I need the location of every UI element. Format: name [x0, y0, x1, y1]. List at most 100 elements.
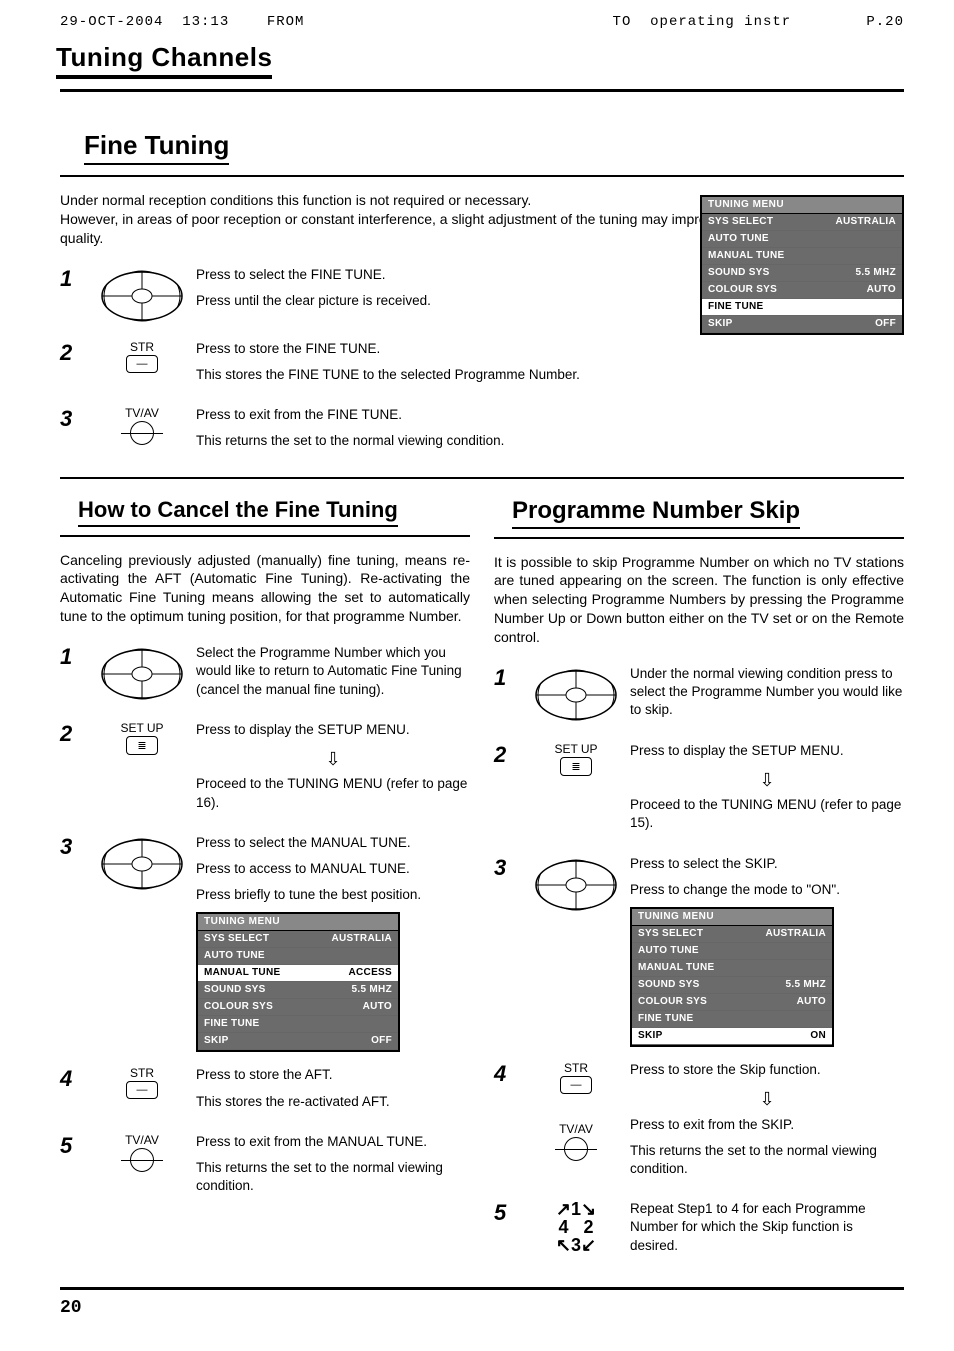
skip-intro: It is possible to skip Programme Number …	[494, 553, 904, 647]
step-body: Press to exit from the FINE TUNE.This re…	[196, 406, 680, 458]
fine-tuning-title: Fine Tuning	[84, 130, 229, 165]
menu-title: TUNING MENU	[702, 197, 902, 214]
tvav-button-icon	[564, 1137, 588, 1161]
menu-title: TUNING MENU	[198, 914, 398, 931]
step-text: Press until the clear picture is receive…	[196, 292, 680, 310]
step-number: 3	[494, 855, 522, 881]
menu-row: MANUAL TUNEACCESS	[198, 965, 398, 982]
menu-title: TUNING MENU	[632, 909, 832, 926]
skip-steps: 1 Under the normal viewing condition pre…	[494, 665, 904, 1263]
step-icon: TV/AV	[88, 406, 196, 445]
step-text: This returns the set to the normal viewi…	[196, 432, 680, 450]
step-body: Press to display the SETUP MENU.⇩Proceed…	[630, 742, 904, 841]
menu-row-value: OFF	[875, 319, 896, 329]
menu-row: COLOUR SYSAUTO	[198, 999, 398, 1016]
menu-row-label: COLOUR SYS	[708, 285, 777, 295]
button-label: TV/AV	[559, 1122, 593, 1136]
step-icon: SET UP≣	[522, 742, 630, 776]
cancel-column: How to Cancel the Fine Tuning Canceling …	[60, 493, 470, 1218]
button-label: SET UP	[120, 721, 163, 735]
step-icon: STR—	[88, 1066, 196, 1099]
step-text: Select the Programme Number which you wo…	[196, 644, 470, 699]
menu-row-label: FINE TUNE	[204, 1019, 259, 1029]
rule	[60, 175, 904, 177]
step-text: Press to access to MANUAL TUNE.	[196, 860, 470, 878]
menu-row: COLOUR SYSAUTO	[632, 994, 832, 1011]
skip-title: Programme Number Skip	[512, 497, 800, 529]
step-text: This stores the re-activated AFT.	[196, 1093, 470, 1111]
menu-row: AUTO TUNE	[632, 943, 832, 960]
repeat-diagram-icon: ↗1↘4 2↖3↙	[556, 1200, 596, 1254]
step-body: Press to select the SKIP.Press to change…	[630, 855, 904, 1047]
str-button-icon: —	[560, 1076, 592, 1094]
step-icon: ↗1↘4 2↖3↙	[522, 1200, 630, 1254]
menu-row-label: AUTO TUNE	[638, 946, 699, 956]
step-text: Press to select the MANUAL TUNE.	[196, 834, 470, 852]
menu-row-label: SKIP	[204, 1036, 229, 1046]
step-icon	[88, 266, 196, 326]
step-icon	[522, 855, 630, 915]
step-number: 1	[60, 644, 88, 670]
step-text: Press to change the mode to "ON".	[630, 881, 904, 899]
menu-row: SOUND SYS5.5 MHZ	[198, 982, 398, 999]
menu-row-value: 5.5 MHZ	[856, 268, 896, 278]
menu-row-label: FINE TUNE	[638, 1014, 693, 1024]
menu-row-value: AUSTRALIA	[332, 934, 392, 944]
rule	[60, 89, 904, 92]
setup-button-icon: ≣	[560, 757, 592, 776]
step-number: 5	[494, 1200, 522, 1226]
step-icon	[522, 665, 630, 725]
button-label: STR	[130, 340, 154, 354]
tvav-button-icon	[130, 1148, 154, 1172]
step-icon: TV/AV	[88, 1133, 196, 1172]
cancel-title: How to Cancel the Fine Tuning	[78, 497, 398, 527]
step-body: Under the normal viewing condition press…	[630, 665, 904, 728]
step-body: Press to store the AFT. This stores the r…	[196, 1066, 470, 1118]
step-text: Press to exit from the MANUAL TUNE.	[196, 1133, 470, 1151]
step-text: Press to select the FINE TUNE.	[196, 266, 680, 284]
arrow-down-icon: ⇩	[630, 1087, 904, 1111]
menu-row: MANUAL TUNE	[702, 248, 902, 265]
step-text: Press to store the FINE TUNE.	[196, 340, 680, 358]
step: 2 SET UP≣ Press to display the SETUP MEN…	[60, 721, 470, 820]
step: 4 STR— Press to store the AFT. This store…	[60, 1066, 470, 1118]
tuning-menu-panel: TUNING MENUSYS SELECTAUSTRALIAAUTO TUNEM…	[700, 195, 904, 335]
rule	[494, 537, 904, 539]
menu-row: COLOUR SYSAUTO	[702, 282, 902, 299]
fax-header: 29-OCT-2004 13:13 FROM TO operating inst…	[60, 14, 904, 30]
step-text: Press to store the AFT.	[196, 1066, 470, 1084]
menu-row: FINE TUNE	[702, 299, 902, 316]
menu-row-label: SYS SELECT	[708, 217, 773, 227]
menu-row: SKIPOFF	[198, 1033, 398, 1050]
tvav-button-icon	[130, 421, 154, 445]
page: 29-OCT-2004 13:13 FROM TO operating inst…	[0, 0, 954, 1348]
step: 1 Press to select the FINE TUNE.Press un…	[60, 266, 680, 326]
menu-row: SKIPON	[632, 1028, 832, 1045]
menu-row-label: SKIP	[638, 1031, 663, 1041]
step: 2 SET UP≣ Press to display the SETUP MEN…	[494, 742, 904, 841]
step-body: Press to select the MANUAL TUNE. Press to…	[196, 834, 470, 1053]
menu-row-label: COLOUR SYS	[638, 997, 707, 1007]
step-number: 2	[60, 340, 88, 366]
step: 4 STR—TV/AV Press to store the Skip func…	[494, 1061, 904, 1186]
rule	[60, 1287, 904, 1290]
step-number: 4	[60, 1066, 88, 1092]
step-number: 2	[494, 742, 522, 768]
step-text: Press briefly to tune the best position.	[196, 886, 470, 904]
fax-right: TO operating instr P.20	[613, 14, 904, 30]
step-text: Under the normal viewing condition press…	[630, 665, 904, 720]
menu-row-label: SYS SELECT	[204, 934, 269, 944]
arrow-down-icon: ⇩	[630, 768, 904, 792]
step-icon: STR—TV/AV	[522, 1061, 630, 1161]
page-number: 20	[60, 1298, 904, 1318]
menu-row-label: COLOUR SYS	[204, 1002, 273, 1012]
step-icon	[88, 834, 196, 894]
button-label: TV/AV	[125, 1133, 159, 1147]
step: 1 Select the Programme Number which you …	[60, 644, 470, 707]
step-number: 5	[60, 1133, 88, 1159]
step-body: Press to store the FINE TUNE.This stores…	[196, 340, 680, 392]
cancel-steps: 1 Select the Programme Number which you …	[60, 644, 470, 1203]
menu-row-label: MANUAL TUNE	[204, 968, 280, 978]
str-button-icon: —	[126, 1081, 158, 1099]
page-title: Tuning Channels	[56, 42, 272, 79]
